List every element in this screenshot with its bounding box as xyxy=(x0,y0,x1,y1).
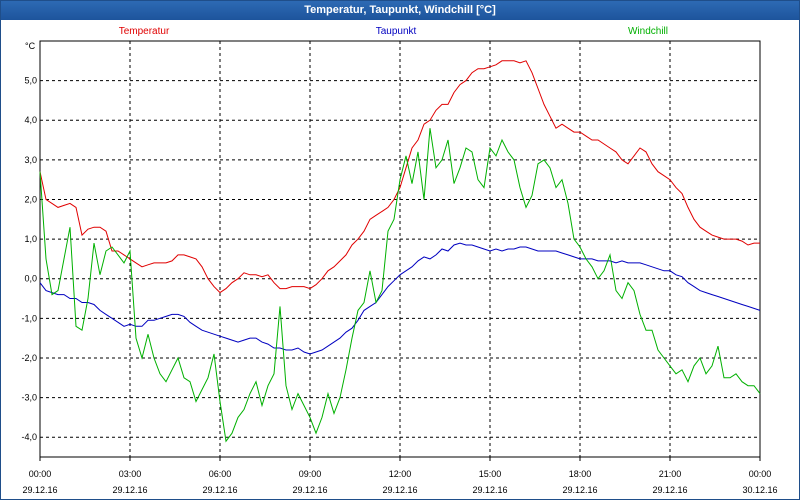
x-tick-time: 03:00 xyxy=(119,469,142,479)
series-line-temperatur xyxy=(39,60,760,294)
y-tick-label: 3,0 xyxy=(24,155,37,165)
y-tick-label: 5,0 xyxy=(24,76,37,86)
y-tick-label: 1,0 xyxy=(24,234,37,244)
x-tick-time: 18:00 xyxy=(569,469,592,479)
y-tick-label: 4,0 xyxy=(24,115,37,125)
x-tick-date: 29.12.16 xyxy=(472,485,507,495)
y-tick-label: -4,0 xyxy=(21,432,37,442)
legend: Temperatur Taupunkt Windchill xyxy=(119,26,668,37)
x-tick-time: 15:00 xyxy=(479,469,502,479)
y-tick-label: 0,0 xyxy=(24,274,37,284)
x-tick-date: 29.12.16 xyxy=(382,485,417,495)
x-tick-date: 29.12.16 xyxy=(292,485,327,495)
legend-entry-temperatur: Temperatur xyxy=(119,26,170,37)
x-tick-date: 30.12.16 xyxy=(742,485,777,495)
series-lines xyxy=(39,60,761,443)
y-tick-label: -2,0 xyxy=(21,353,37,363)
series-line-windchill xyxy=(39,128,761,443)
legend-entry-taupunkt: Taupunkt xyxy=(376,26,417,37)
x-tick-date: 29.12.16 xyxy=(202,485,237,495)
y-tick-label: 2,0 xyxy=(24,194,37,204)
x-tick-date: 29.12.16 xyxy=(652,485,687,495)
x-tick-date: 29.12.16 xyxy=(562,485,597,495)
y-tick-label: -3,0 xyxy=(21,393,37,403)
y-axis-label: °C xyxy=(25,41,36,51)
legend-entry-windchill: Windchill xyxy=(628,26,668,37)
x-tick-time: 00:00 xyxy=(749,469,772,479)
x-tick-time: 09:00 xyxy=(299,469,322,479)
x-tick-date: 29.12.16 xyxy=(22,485,57,495)
x-tick-time: 06:00 xyxy=(209,469,232,479)
axis-labels: 5,0 4,0 3,0 2,0 1,0 0,0 -1,0 -2,0 -3,0 -4,0 °C 00:0… xyxy=(21,41,777,495)
y-tick-label: -1,0 xyxy=(21,313,37,323)
x-tick-time: 21:00 xyxy=(659,469,682,479)
x-tick-time: 12:00 xyxy=(389,469,412,479)
window-title: Temperatur, Taupunkt, Windchill [°C] xyxy=(1,1,799,20)
plot-area xyxy=(39,40,761,458)
series-line-taupunkt xyxy=(39,242,761,355)
x-tick-time: 00:00 xyxy=(29,469,52,479)
x-tick-date: 29.12.16 xyxy=(112,485,147,495)
